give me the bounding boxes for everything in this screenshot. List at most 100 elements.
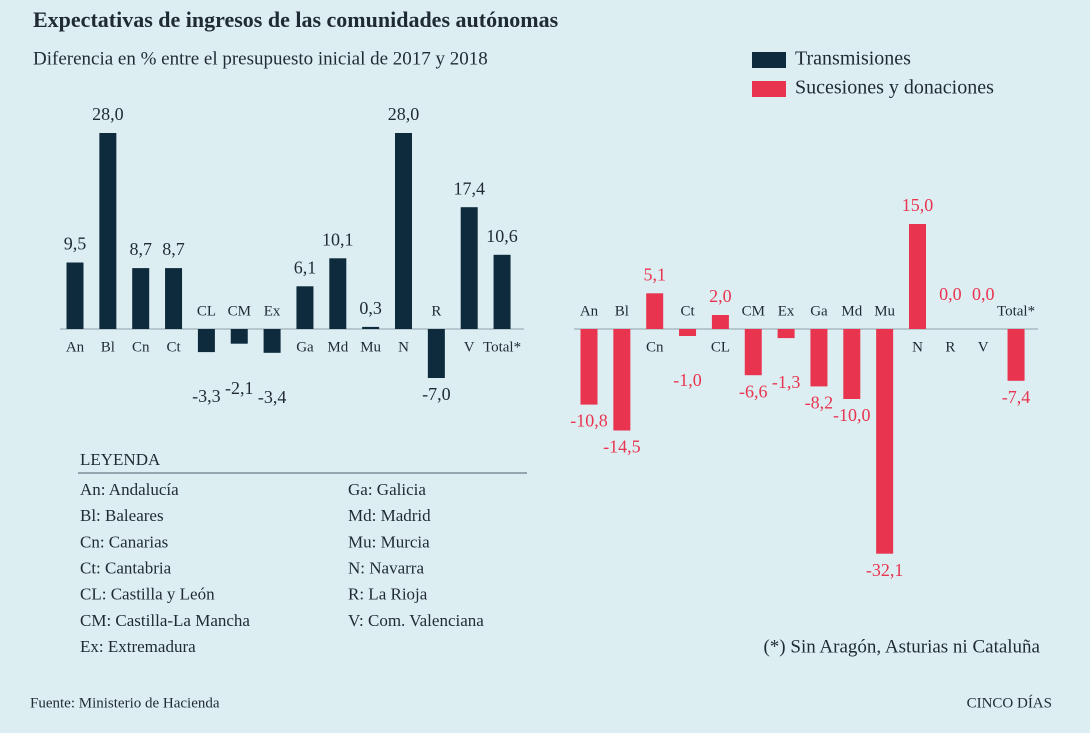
legend-label: Transmisiones: [795, 48, 911, 70]
value-label: -10,0: [833, 405, 871, 425]
value-label: 9,5: [64, 234, 87, 254]
glossary-item: Md: Madrid: [348, 506, 431, 525]
category-label: Bl: [615, 303, 629, 319]
category-label: Md: [327, 339, 348, 355]
value-label: -1,0: [673, 370, 702, 390]
legend-swatch: [752, 52, 786, 68]
glossary-item: CL: Castilla y León: [80, 585, 215, 604]
value-label: -7,0: [422, 384, 451, 404]
bar: [613, 329, 631, 431]
value-label: -10,8: [570, 411, 608, 431]
glossary-item: CM: Castilla-La Mancha: [80, 611, 250, 630]
category-label: Cn: [646, 339, 664, 355]
category-label: Ct: [166, 339, 181, 355]
bar: [810, 329, 828, 387]
glossary-item: Ga: Galicia: [348, 480, 426, 499]
value-label: 10,6: [486, 226, 518, 246]
value-label: 8,7: [162, 239, 185, 259]
value-label: -8,2: [805, 393, 834, 413]
bar: [296, 286, 314, 329]
glossary-item: Ex: Extremadura: [80, 637, 196, 656]
category-label: Ex: [778, 303, 795, 319]
category-label: Cn: [132, 339, 150, 355]
bar: [843, 329, 861, 399]
category-label: Ga: [810, 303, 828, 319]
glossary-item: Ct: Cantabria: [80, 559, 172, 578]
value-label: -3,4: [258, 387, 287, 407]
category-label: CM: [742, 303, 765, 319]
value-label: 0,0: [939, 284, 962, 304]
bar: [263, 329, 281, 353]
glossary-item: V: Com. Valenciana: [348, 611, 484, 630]
value-label: -2,1: [225, 378, 254, 398]
bar: [329, 258, 347, 329]
bar: [679, 329, 697, 336]
glossary-heading: LEYENDA: [80, 450, 161, 469]
bar: [777, 329, 795, 339]
bar: [876, 329, 894, 554]
bar: [493, 254, 511, 329]
category-label: An: [580, 303, 599, 319]
bar: [580, 329, 598, 405]
category-label: R: [945, 339, 955, 355]
glossary-item: N: Navarra: [348, 559, 424, 578]
bar: [427, 329, 445, 378]
brand: CINCO DÍAS: [967, 694, 1052, 711]
category-label: Ga: [296, 339, 314, 355]
source: Fuente: Ministerio de Hacienda: [30, 695, 220, 711]
bar: [132, 268, 150, 329]
bar: [362, 326, 380, 329]
note: (*) Sin Aragón, Asturias ni Cataluña: [763, 636, 1040, 657]
value-label: 28,0: [92, 104, 124, 124]
bar: [395, 133, 412, 329]
category-label: N: [398, 339, 409, 355]
legend-label: Sucesiones y donaciones: [795, 77, 994, 99]
category-label: Md: [841, 303, 862, 319]
bar: [711, 315, 729, 329]
value-label: -1,3: [772, 372, 801, 392]
category-label: CL: [197, 303, 216, 319]
category-label: N: [912, 339, 923, 355]
chart-subtitle: Diferencia en % entre el presupuesto ini…: [33, 48, 488, 69]
category-label: Bl: [101, 339, 115, 355]
value-label: 8,7: [129, 239, 152, 259]
legend-swatch: [752, 81, 786, 97]
value-label: 2,0: [709, 286, 732, 306]
bar: [909, 224, 926, 329]
category-label: Total*: [483, 339, 521, 355]
bar: [744, 329, 762, 376]
category-label: V: [464, 339, 475, 355]
value-label: -7,4: [1002, 387, 1031, 407]
category-label: V: [978, 339, 989, 355]
bar: [197, 329, 215, 353]
value-label: 0,3: [359, 298, 382, 318]
bar: [165, 268, 183, 329]
category-label: Ex: [264, 303, 281, 319]
value-label: 10,1: [322, 229, 354, 249]
category-label: Ct: [680, 303, 695, 319]
value-label: -3,3: [192, 386, 221, 406]
category-label: R: [431, 303, 441, 319]
value-label: 17,4: [453, 178, 485, 198]
bar: [66, 262, 84, 329]
bar: [460, 207, 478, 329]
value-label: 6,1: [294, 257, 317, 277]
value-label: 15,0: [902, 195, 934, 215]
category-label: Mu: [360, 339, 381, 355]
category-label: CL: [711, 339, 730, 355]
category-label: CM: [228, 303, 251, 319]
category-label: An: [66, 339, 85, 355]
value-label: -6,6: [739, 381, 768, 401]
bar: [1007, 329, 1025, 381]
bar: [646, 293, 664, 329]
glossary-item: Mu: Murcia: [348, 532, 430, 551]
chart-title: Expectativas de ingresos de las comunida…: [33, 7, 559, 32]
bar: [99, 133, 117, 329]
glossary-item: Cn: Canarias: [80, 532, 168, 551]
value-label: -32,1: [866, 560, 904, 580]
value-label: 0,0: [972, 284, 995, 304]
value-label: 28,0: [388, 104, 420, 124]
